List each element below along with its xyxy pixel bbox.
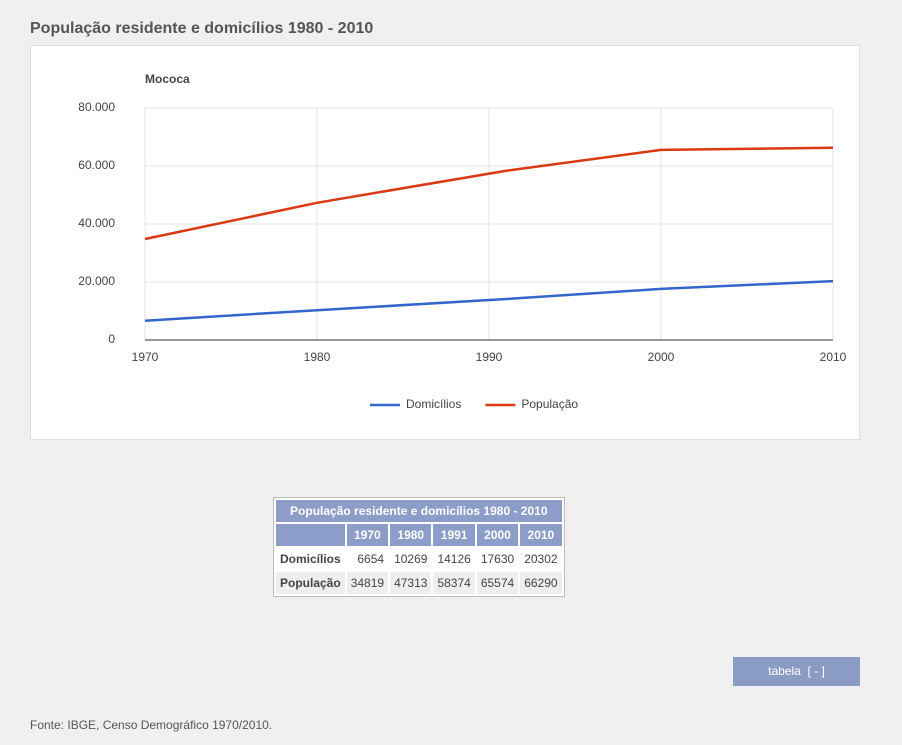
- x-tick-label: 1970: [132, 350, 159, 364]
- y-tick-label: 40.000: [78, 216, 115, 230]
- row-label: População: [276, 572, 345, 594]
- table-cell: 20302: [524, 552, 558, 566]
- legend-label: População: [521, 397, 578, 411]
- table-year: 2010: [520, 524, 562, 546]
- table-year: 1970: [346, 524, 389, 546]
- table-cell: 58374: [433, 572, 475, 594]
- y-tick-label: 20.000: [78, 274, 115, 288]
- legend-label: Domicílios: [406, 397, 461, 411]
- table-corner: [276, 524, 345, 546]
- chart: Mococa 1970 1980 1990 2000 2010 0 20.000 40.000…: [78, 72, 847, 411]
- table-cell: 10269: [394, 552, 428, 566]
- row-label: Domicílios: [280, 552, 341, 566]
- y-tick-label: 80.000: [78, 100, 115, 114]
- x-tick-label: 1990: [476, 350, 503, 364]
- table-year: 1991: [433, 524, 475, 546]
- y-tick-label: 0: [108, 332, 115, 346]
- y-tick-label: 60.000: [78, 158, 115, 172]
- table-cell: 34819: [346, 572, 389, 594]
- table-year: 2000: [476, 524, 519, 546]
- data-table: População residente e domicílios 1980 - …: [273, 497, 565, 597]
- series-line: [144, 146, 834, 241]
- chart-subtitle: Mococa: [145, 72, 190, 86]
- table-cell: 47313: [390, 572, 432, 594]
- table-title: População residente e domicílios 1980 - …: [276, 500, 562, 522]
- table-cell: 14126: [437, 552, 471, 566]
- x-tick-label: 2000: [648, 350, 675, 364]
- x-tick-label: 2010: [820, 350, 847, 364]
- page-title: População residente e domicílios 1980 - …: [30, 20, 374, 37]
- table-year: 1980: [390, 524, 432, 546]
- x-tick-label: 1980: [304, 350, 331, 364]
- table-cell: 17630: [480, 552, 515, 566]
- table-cell: 65574: [476, 572, 519, 594]
- table-cell: 66290: [520, 572, 562, 594]
- table-cell: 6654: [357, 552, 385, 566]
- table-toggle[interactable]: tabela [ - ]: [733, 657, 860, 686]
- series-line: [144, 279, 834, 322]
- chart-box: [30, 45, 860, 440]
- source-note: Fonte: IBGE, Censo Demográfico 1970/2010…: [30, 718, 273, 732]
